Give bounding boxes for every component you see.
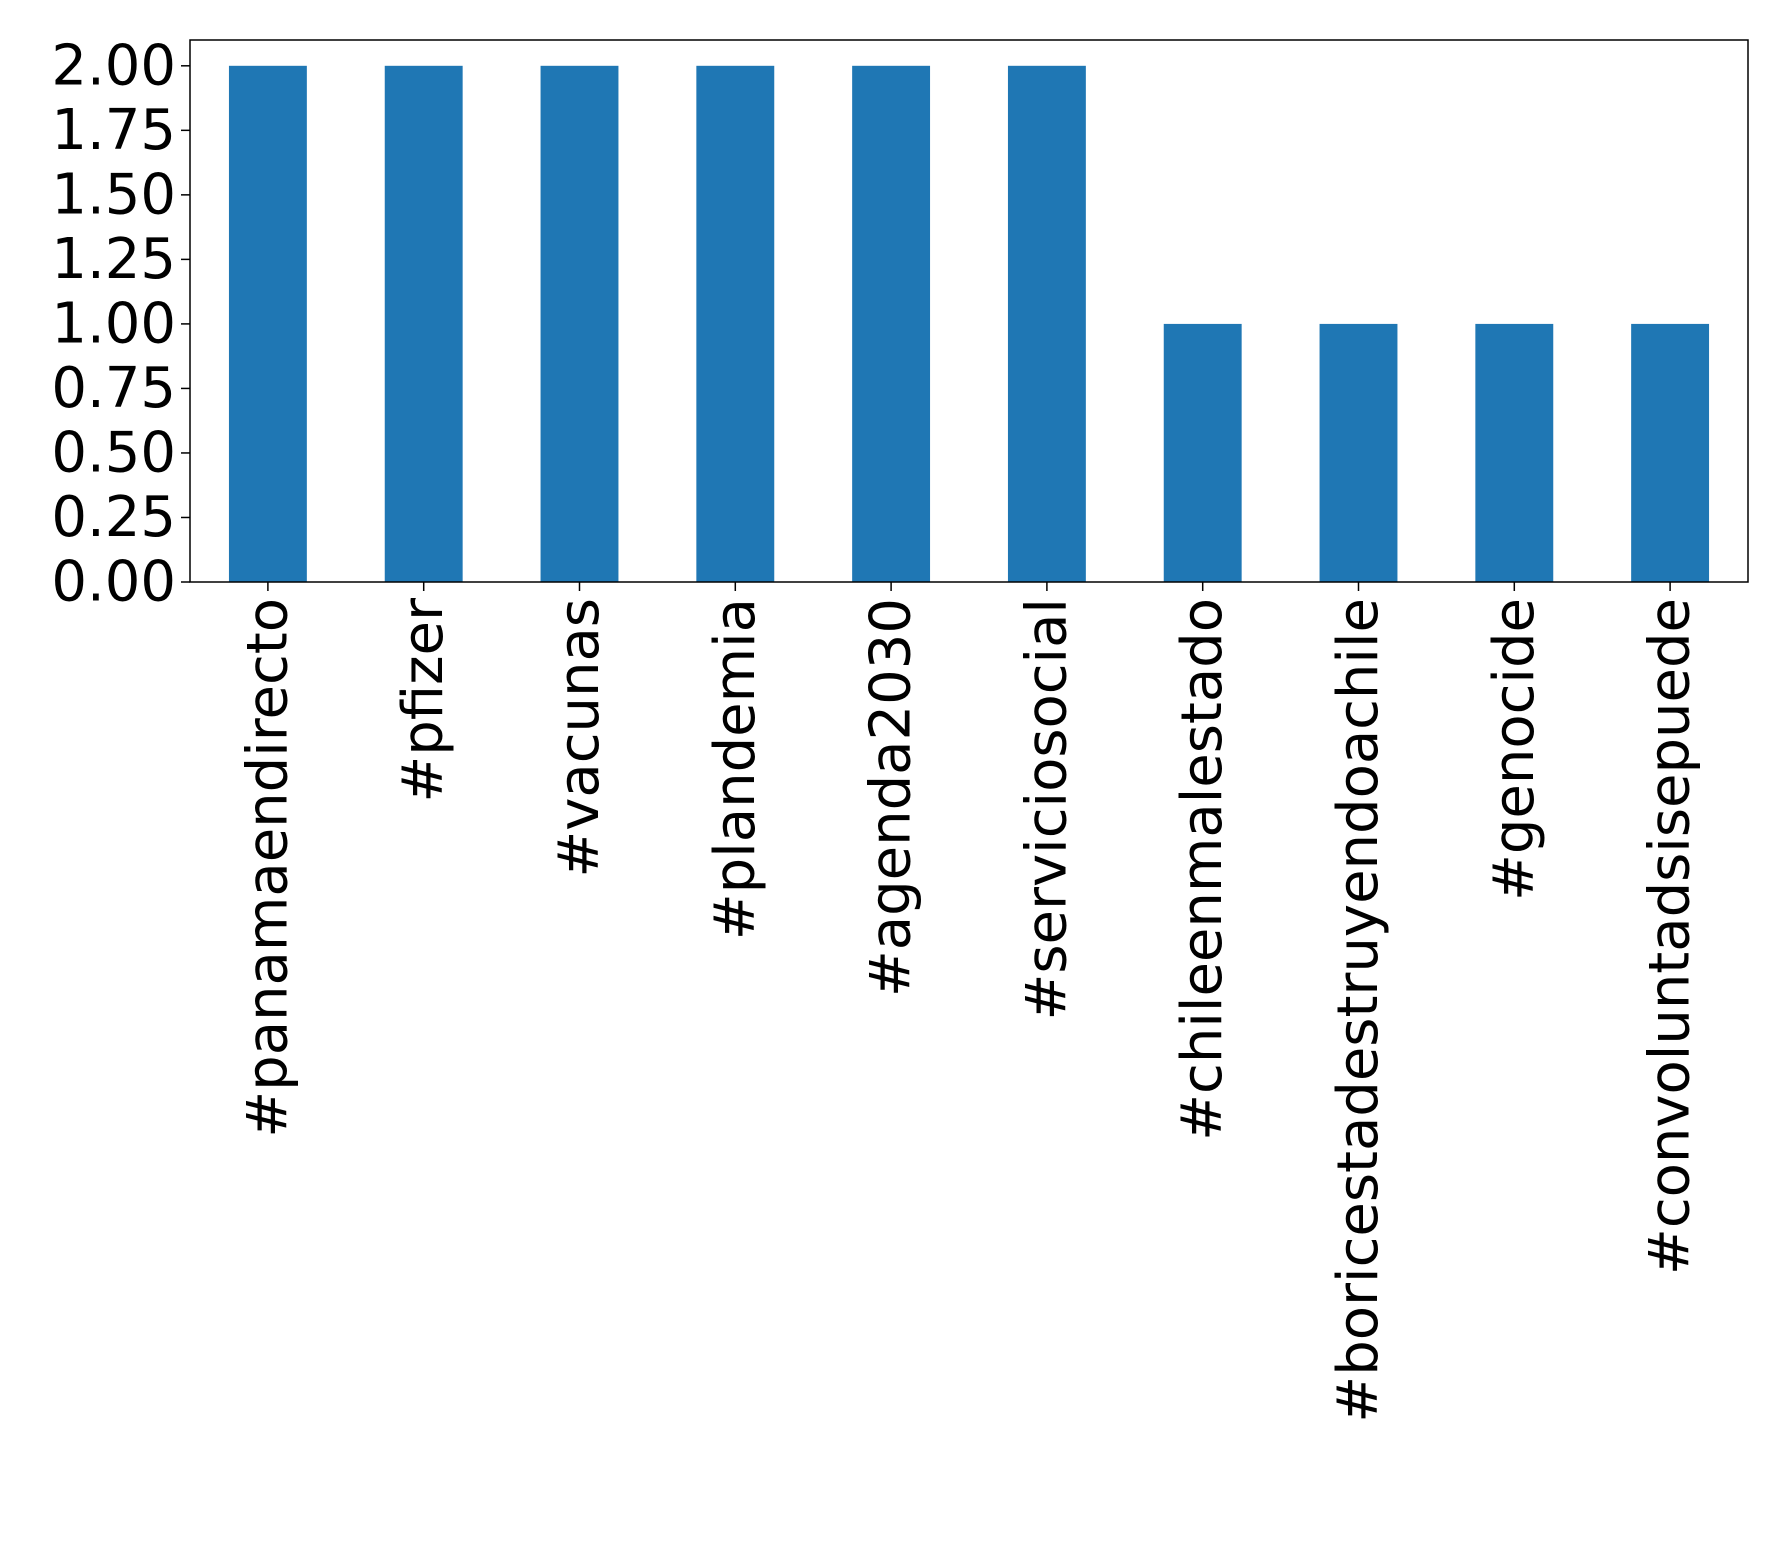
- plot-frame: [189, 39, 1749, 583]
- bar-plandemia: [696, 65, 775, 583]
- bars-layer: [228, 65, 1710, 583]
- y-tick-label: 1.00: [51, 291, 176, 356]
- bar-serviciosocial: [1007, 65, 1086, 583]
- bar-genocide: [1475, 323, 1554, 582]
- x-tick-label: #panamaendirecto: [235, 598, 300, 1138]
- bar-vacunas: [540, 65, 619, 583]
- bar-pfizer: [384, 65, 463, 583]
- bar-agenda2030: [852, 65, 931, 583]
- x-tick-label: #pfizer: [391, 597, 456, 803]
- y-tick-label: 2.00: [51, 33, 176, 98]
- bar-panamaendirecto: [228, 65, 307, 583]
- x-axis: #panamaendirecto #pfizer #vacunas #plandemi…: [235, 582, 1703, 1423]
- y-tick-label: 0.00: [51, 550, 176, 615]
- bar-chileenmalestado: [1163, 323, 1242, 582]
- y-axis: 0.000.250.500.751.001.251.501.752.00: [51, 33, 190, 615]
- x-tick-label: #serviciosocial: [1014, 598, 1079, 1021]
- y-tick-label: 1.50: [51, 162, 176, 227]
- x-tick-label: #vacunas: [547, 598, 612, 878]
- x-tick-label: #plandemia: [703, 598, 768, 940]
- y-tick-label: 0.75: [51, 356, 176, 421]
- y-tick-label: 0.25: [51, 485, 176, 550]
- x-tick-label: #agenda2030: [859, 598, 924, 997]
- x-tick-label: #chileenmalestado: [1170, 598, 1235, 1141]
- y-tick-label: 1.25: [51, 227, 176, 292]
- bar-boricestadestruyendoachile: [1319, 323, 1398, 582]
- y-tick-label: 0.50: [51, 420, 176, 485]
- bar-convoluntadsisepuede: [1631, 323, 1710, 582]
- x-tick-label: #convoluntadsisepuede: [1638, 598, 1703, 1275]
- y-tick-label: 1.75: [51, 98, 176, 163]
- x-tick-label: #genocide: [1482, 598, 1547, 901]
- x-tick-label: #boricestadestruyendoachile: [1326, 598, 1391, 1423]
